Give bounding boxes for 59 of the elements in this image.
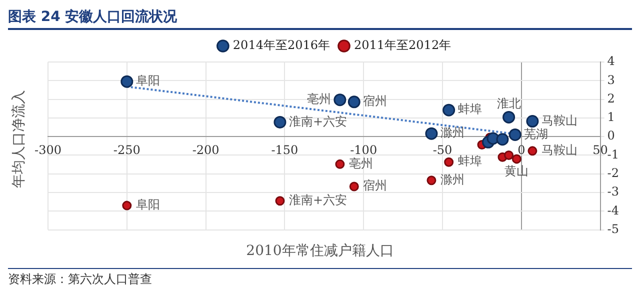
x-tick-label: 0 — [518, 142, 526, 157]
point — [275, 196, 285, 206]
point — [504, 150, 514, 160]
x-tick-label: 50 — [592, 142, 608, 157]
y-tick-label: -5 — [607, 222, 620, 236]
point — [508, 128, 522, 141]
point — [425, 127, 438, 140]
y-tick-label: -2 — [607, 166, 620, 180]
point — [335, 159, 345, 169]
annotation: 亳州 — [306, 92, 331, 106]
point — [526, 115, 539, 128]
annotation: 宿州 — [363, 94, 388, 108]
y-axis-title: 年均人口净流入 — [10, 89, 28, 190]
y-tick-label: -3 — [607, 184, 620, 199]
annotation: 淮北 — [496, 96, 521, 110]
x-tick-label: -250 — [113, 142, 140, 157]
point — [528, 146, 538, 156]
point — [349, 182, 359, 192]
annotation: 淮南+六安 — [288, 114, 348, 128]
point — [348, 96, 360, 108]
annotation: 淮南+六安 — [288, 193, 348, 208]
legend-label: 2011年至2012年 — [354, 38, 452, 52]
annotation: 马鞍山 — [541, 143, 578, 158]
point — [444, 157, 454, 167]
point — [426, 176, 436, 186]
x-tick-label: -150 — [271, 142, 298, 157]
chart-title: 图表 24 安徽人口回流状况 — [8, 8, 632, 30]
annotation: 马鞍山 — [541, 113, 578, 128]
y-tick-label: 3 — [607, 72, 615, 87]
point — [120, 75, 134, 88]
point — [334, 94, 346, 106]
point — [502, 110, 516, 124]
y-tick-label: 1 — [607, 110, 615, 124]
x-tick-label: -200 — [192, 142, 220, 157]
annotation: 阜阳 — [136, 74, 160, 88]
point — [496, 133, 509, 146]
annotation: 蚌埠 — [458, 154, 482, 168]
annotation: 蚌埠 — [458, 102, 482, 116]
x-tick-label: -100 — [350, 142, 378, 157]
annotation: 亳州 — [348, 156, 373, 170]
y-tick-label: -1 — [607, 147, 620, 162]
x-tick-label: -50 — [432, 142, 452, 157]
y-tick-label: 2 — [607, 91, 615, 106]
point — [274, 116, 286, 128]
annotation: 阜阳 — [136, 198, 160, 212]
annotation: 宿州 — [363, 178, 388, 193]
y-tick-label: 4 — [607, 54, 616, 68]
text: 资料来源：第六次人口普查 — [8, 268, 632, 288]
annotation: 滁州 — [440, 172, 464, 187]
point — [122, 200, 132, 210]
y-tick-label: 0 — [607, 128, 615, 143]
annotation: 黄山 — [504, 164, 529, 178]
annotation: 滁州 — [440, 126, 464, 140]
point — [442, 104, 456, 116]
y-tick-label: -4 — [607, 203, 620, 218]
legend-label: 2014年至2016年 — [232, 38, 330, 52]
x-tick-label: -300 — [34, 142, 62, 157]
point — [512, 154, 522, 164]
x-axis-title: 2010年常住减户籍人口 — [245, 242, 395, 260]
